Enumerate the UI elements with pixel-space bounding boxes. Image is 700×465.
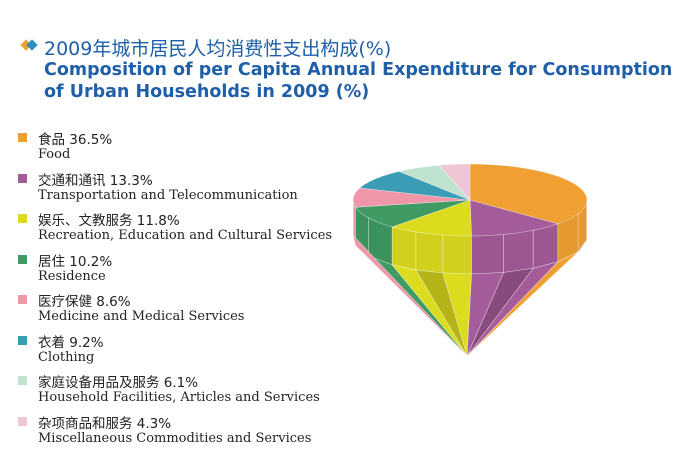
legend-label-cn: 娱乐、文教服务 11.8% [38, 213, 180, 229]
legend-item: 居住 10.2% Residence [18, 250, 358, 291]
legend-label-en: Medicine and Medical Services [38, 309, 245, 324]
legend-label-en: Residence [38, 268, 106, 284]
legend-swatch [18, 254, 27, 264]
diamond-pie-chart [352, 163, 588, 357]
legend-item: 娱乐、文教服务 11.8% Recreation, Education and C… [18, 209, 358, 250]
legend-item: 衣着 9.2% Clothing [18, 331, 358, 372]
pie-slice-band [503, 229, 534, 273]
legend-label-cn: 杂项商品和服务 4.3% [38, 415, 172, 432]
pie-slice-top [352, 187, 471, 208]
legend-label-cn: 医疗保健 8.6% [38, 294, 131, 310]
legend-label-cn: 家庭设备用品及服务 6.1% [38, 375, 199, 391]
legend-label-cn: 衣着 9.2% [38, 334, 104, 351]
legend-swatch [18, 335, 27, 345]
pie-slice-band [532, 223, 559, 269]
pie-slice-top [391, 199, 472, 237]
title-english: Composition of per Capita Annual Expendi… [44, 60, 673, 102]
legend-label-en: Household Facilities, Articles and Servi… [38, 390, 320, 405]
legend-swatch [18, 416, 27, 426]
pie-slice-band [471, 234, 504, 275]
pie-slice-band [442, 234, 472, 275]
pie-slice-top [469, 199, 559, 237]
legend-label-cn: 居住 10.2% [38, 253, 113, 270]
legend-item: 食品 36.5% Food [18, 128, 358, 169]
pie-slice-band [391, 226, 417, 271]
legend-label-en: Recreation, Education and Cultural Servi… [38, 228, 333, 243]
pie-slice-band [415, 231, 444, 274]
legend-swatch [18, 214, 27, 223]
title-chinese: 2009年城市居民人均消费性支出构成(%) [44, 38, 392, 60]
legend-item: 杂项商品和服务 4.3% Miscellaneous Commodities an… [18, 412, 358, 453]
legend: 食品 36.5% Food 交通和通讯 13.3% Transportation an… [18, 128, 358, 452]
legend-label-cn: 交通和通讯 13.3% [38, 172, 153, 189]
legend-swatch [18, 133, 27, 142]
legend-label-en: Clothing [38, 349, 95, 365]
pie-slice-top [438, 163, 471, 201]
legend-item: 医疗保健 8.6% Medicine and Medical Services [18, 290, 358, 331]
legend-item: 交通和通讯 13.3% Transportation and Telecommun… [18, 169, 358, 210]
legend-item: 家庭设备用品及服务 6.1% Household Facilities, Arti… [18, 371, 358, 412]
pie-slice-top [358, 171, 471, 201]
legend-label-en: Food [38, 147, 71, 162]
diamond-bullet-icon [20, 38, 38, 52]
legend-swatch [18, 295, 27, 304]
legend-label-cn: 食品 36.5% [38, 132, 113, 148]
legend-label-en: Transportation and Telecommunication [38, 187, 298, 203]
legend-label-en: Miscellaneous Commodities and Services [38, 430, 312, 446]
pie-slice-top [469, 163, 588, 225]
legend-swatch [18, 173, 27, 183]
pie-slice-top [354, 199, 471, 228]
pie-slice-pavilion [352, 234, 468, 357]
legend-swatch [18, 376, 27, 385]
